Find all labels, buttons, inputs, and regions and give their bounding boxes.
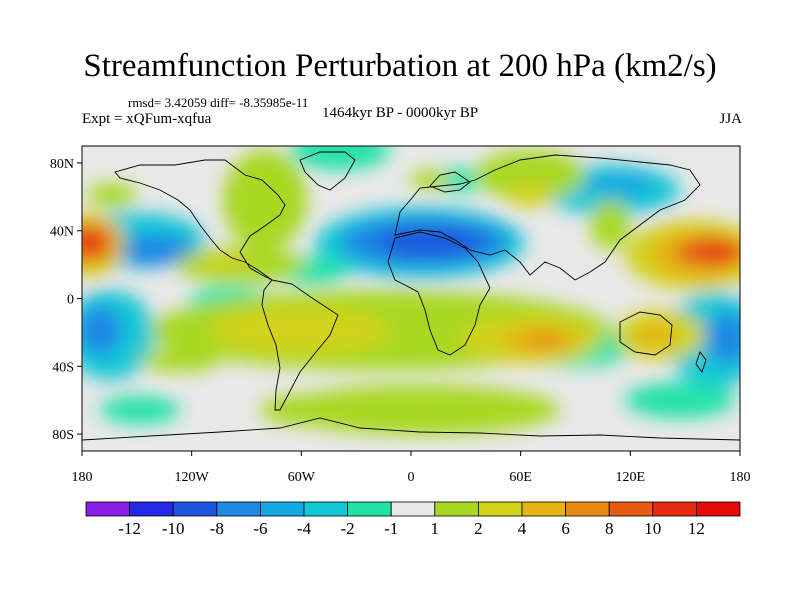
map-title: Streamfunction Perturbation at 200 hPa (… [83, 48, 717, 84]
colorbar-label: 1 [431, 519, 440, 538]
greenland-coast [299, 151, 356, 191]
lon-label: 180 [730, 470, 751, 485]
colorbar-label: 8 [605, 519, 614, 538]
period-label: 1464kyr BP - 0000kyr BP [322, 105, 479, 121]
contour-field [82, 146, 740, 451]
lat-label: 0 [67, 293, 74, 308]
antarctica-coast [82, 417, 740, 441]
colorbar-swatch [434, 501, 479, 517]
colorbar-label: 12 [688, 519, 705, 538]
stats-text: rmsd= 3.42059 diff= -8.35985e-11 [128, 95, 309, 110]
africa-coast [387, 231, 491, 356]
colorbar-swatch [390, 501, 436, 517]
longitude-labels: 180 120W 60W 0 60E 120E 180 [72, 470, 751, 485]
colorbar-label: 6 [561, 519, 570, 538]
colorbar-swatch [652, 501, 697, 517]
lon-label: 60E [509, 470, 532, 485]
season-label: JJA [719, 111, 742, 127]
colorbar-label: -12 [118, 519, 141, 538]
colorbar-label: 4 [518, 519, 527, 538]
colorbar-swatch [477, 501, 523, 517]
coastlines [82, 151, 740, 441]
colorbar-label: -10 [162, 519, 185, 538]
lon-label: 180 [72, 470, 93, 485]
lon-label: 0 [408, 470, 415, 485]
colorbar-swatch [565, 501, 610, 517]
colorbar-swatch [172, 501, 218, 517]
colorbar-swatch [216, 501, 261, 517]
colorbar-label: 10 [644, 519, 661, 538]
latitude-labels: 80N 40N 0 40S 80S [50, 157, 74, 443]
experiment-label: Expt = xQFum-xqfua [82, 111, 212, 127]
lon-label: 60W [288, 470, 316, 485]
europe-asia-coast [394, 154, 701, 281]
lon-label: 120E [616, 470, 646, 485]
colorbar-swatch [521, 501, 566, 517]
lat-label: 40N [50, 225, 74, 240]
australia-coast [619, 311, 673, 356]
colorbar-swatch [608, 501, 654, 517]
colorbar-labels: -12 -10 -8 -6 -4 -2 -1 1 2 4 6 8 10 12 [118, 519, 705, 538]
lat-label: 40S [52, 360, 74, 375]
colorbar-label: 2 [474, 519, 483, 538]
lat-label: 80S [52, 428, 74, 443]
colorbar-swatch [259, 501, 305, 517]
colorbar-label: -8 [210, 519, 224, 538]
colorbar-swatch [347, 501, 392, 517]
colorbar-label: -1 [384, 519, 398, 538]
colorbar-label: -6 [253, 519, 267, 538]
colorbar-swatch [303, 501, 348, 517]
north-america-coast [114, 159, 286, 281]
lon-label: 120W [175, 470, 210, 485]
colorbar-swatch [696, 501, 741, 517]
south-america-coast [261, 279, 339, 411]
colorbar-swatch [85, 501, 130, 517]
colorbar [85, 501, 741, 517]
new-zealand-coast [695, 351, 707, 373]
colorbar-swatch [129, 501, 174, 517]
colorbar-label: -2 [341, 519, 355, 538]
axis-ticks [77, 162, 741, 456]
lat-label: 80N [50, 157, 74, 172]
colorbar-label: -4 [297, 519, 312, 538]
scandinavia-coast [429, 171, 471, 193]
